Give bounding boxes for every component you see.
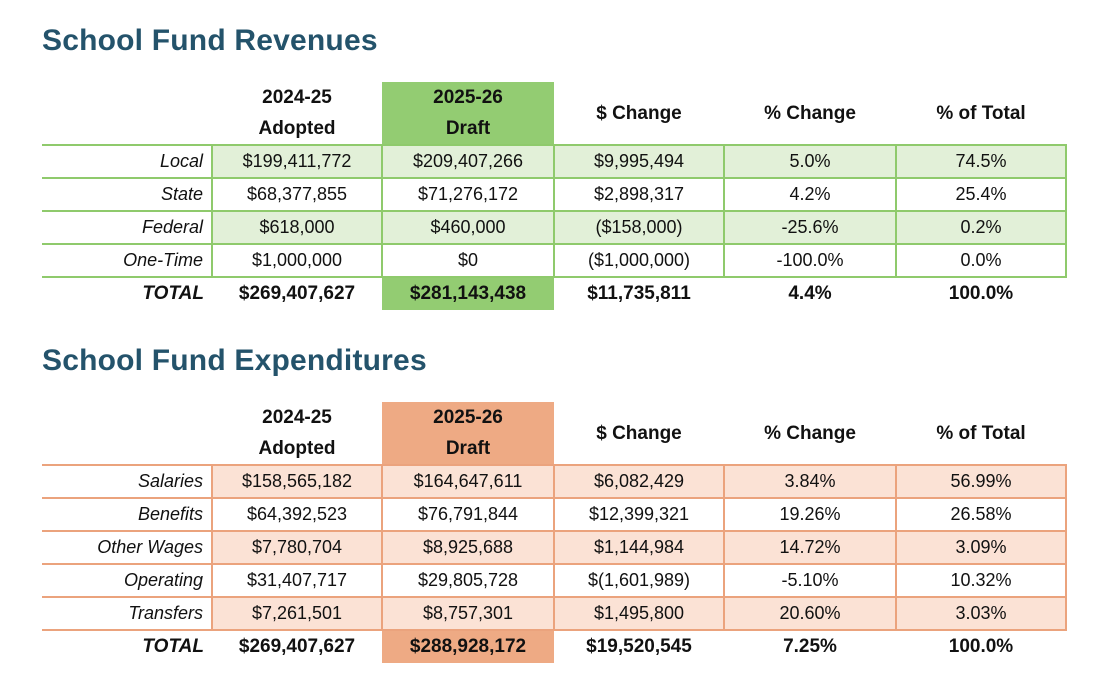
cell-adopted: $7,780,704 [211, 530, 383, 565]
table-row: Local $199,411,772 $209,407,266 $9,995,4… [42, 144, 1067, 179]
cell-draft: $8,925,688 [381, 530, 555, 565]
total-label: TOTAL [142, 283, 204, 304]
table-row: Operating $31,407,717 $29,805,728 $(1,60… [42, 563, 1067, 598]
row-label: Transfers [42, 596, 212, 631]
cell-adopted: $618,000 [211, 210, 383, 245]
cell-percent-change: -100.0% [723, 243, 897, 278]
expenditures-title: School Fund Expenditures [42, 344, 427, 377]
total-dollar-change: $19,520,545 [586, 636, 692, 657]
row-label: Local [42, 144, 212, 179]
table-row: Federal $618,000 $460,000 ($158,000) -25… [42, 210, 1067, 245]
cell-percent-of-total: 3.03% [895, 596, 1067, 631]
total-row: TOTAL $269,407,627 $281,143,438 $11,735,… [42, 277, 1066, 310]
cell-adopted: $158,565,182 [211, 464, 383, 499]
cell-adopted: $7,261,501 [211, 596, 383, 631]
total-draft: $288,928,172 [382, 630, 554, 663]
row-label: State [42, 177, 212, 212]
cell-percent-change: -25.6% [723, 210, 897, 245]
table-row: One-Time $1,000,000 $0 ($1,000,000) -100… [42, 243, 1067, 278]
cell-dollar-change: $1,144,984 [553, 530, 725, 565]
header-corner [42, 82, 212, 145]
row-label: Salaries [42, 464, 212, 499]
cell-dollar-change: ($158,000) [553, 210, 725, 245]
cell-percent-of-total: 10.32% [895, 563, 1067, 598]
total-percent-of-total: 100.0% [948, 636, 1014, 657]
revenues-header-row: 2024-25 Adopted 2025-26 Draft $ Change %… [42, 82, 1066, 145]
total-percent-change: 7.25% [783, 636, 837, 657]
cell-dollar-change: $2,898,317 [553, 177, 725, 212]
row-label: Operating [42, 563, 212, 598]
cell-percent-change: 5.0% [723, 144, 897, 179]
cell-draft: $164,647,611 [381, 464, 555, 499]
header-dollar-change: $ Change [596, 422, 682, 444]
cell-percent-change: 19.26% [723, 497, 897, 532]
total-percent-of-total: 100.0% [948, 283, 1014, 304]
cell-draft: $460,000 [381, 210, 555, 245]
table-row: Other Wages $7,780,704 $8,925,688 $1,144… [42, 530, 1067, 565]
cell-draft: $71,276,172 [381, 177, 555, 212]
total-adopted: $269,407,627 [238, 636, 356, 657]
cell-draft: $209,407,266 [381, 144, 555, 179]
row-label: Other Wages [42, 530, 212, 565]
table-row: Salaries $158,565,182 $164,647,611 $6,08… [42, 464, 1067, 499]
cell-percent-change: 20.60% [723, 596, 897, 631]
cell-percent-change: 3.84% [723, 464, 897, 499]
revenues-table: 2024-25 Adopted 2025-26 Draft $ Change %… [42, 82, 1067, 310]
cell-percent-of-total: 25.4% [895, 177, 1067, 212]
header-percent-change: % Change [764, 422, 856, 444]
total-dollar-change: $11,735,811 [587, 283, 691, 304]
cell-percent-of-total: 3.09% [895, 530, 1067, 565]
cell-adopted: $64,392,523 [211, 497, 383, 532]
table-row: State $68,377,855 $71,276,172 $2,898,317… [42, 177, 1067, 212]
revenues-title: School Fund Revenues [42, 24, 378, 57]
header-percent-of-total: % of Total [936, 422, 1026, 444]
expenditures-table: 2024-25 Adopted 2025-26 Draft $ Change %… [42, 402, 1067, 663]
total-draft: $281,143,438 [382, 277, 554, 310]
cell-draft: $0 [381, 243, 555, 278]
header-corner [42, 402, 212, 465]
header-2024-25-adopted: 2024-25 Adopted [258, 87, 336, 139]
expenditures-header-row: 2024-25 Adopted 2025-26 Draft $ Change %… [42, 402, 1066, 465]
cell-dollar-change: $12,399,321 [553, 497, 725, 532]
cell-percent-change: 4.2% [723, 177, 897, 212]
header-2024-25-adopted: 2024-25 Adopted [258, 407, 336, 459]
total-adopted: $269,407,627 [238, 283, 356, 304]
total-label: TOTAL [142, 636, 204, 657]
header-percent-change: % Change [764, 102, 856, 124]
cell-adopted: $199,411,772 [211, 144, 383, 179]
table-row: Transfers $7,261,501 $8,757,301 $1,495,8… [42, 596, 1067, 631]
cell-dollar-change: $(1,601,989) [553, 563, 725, 598]
cell-percent-of-total: 56.99% [895, 464, 1067, 499]
cell-percent-of-total: 0.0% [895, 243, 1067, 278]
header-2025-26-draft: 2025-26 Draft [382, 82, 554, 145]
header-2025-26-draft: 2025-26 Draft [382, 402, 554, 465]
header-dollar-change: $ Change [596, 102, 682, 124]
header-percent-of-total: % of Total [936, 102, 1026, 124]
cell-percent-change: 14.72% [723, 530, 897, 565]
cell-draft: $76,791,844 [381, 497, 555, 532]
cell-adopted: $1,000,000 [211, 243, 383, 278]
total-percent-change: 4.4% [788, 283, 832, 304]
cell-dollar-change: $9,995,494 [553, 144, 725, 179]
cell-draft: $8,757,301 [381, 596, 555, 631]
cell-draft: $29,805,728 [381, 563, 555, 598]
cell-dollar-change: $6,082,429 [553, 464, 725, 499]
row-label: Benefits [42, 497, 212, 532]
table-row: Benefits $64,392,523 $76,791,844 $12,399… [42, 497, 1067, 532]
cell-percent-of-total: 0.2% [895, 210, 1067, 245]
row-label: One-Time [42, 243, 212, 278]
cell-adopted: $68,377,855 [211, 177, 383, 212]
cell-percent-of-total: 26.58% [895, 497, 1067, 532]
cell-percent-of-total: 74.5% [895, 144, 1067, 179]
cell-adopted: $31,407,717 [211, 563, 383, 598]
cell-percent-change: -5.10% [723, 563, 897, 598]
cell-dollar-change: $1,495,800 [553, 596, 725, 631]
row-label: Federal [42, 210, 212, 245]
total-row: TOTAL $269,407,627 $288,928,172 $19,520,… [42, 630, 1066, 663]
cell-dollar-change: ($1,000,000) [553, 243, 725, 278]
